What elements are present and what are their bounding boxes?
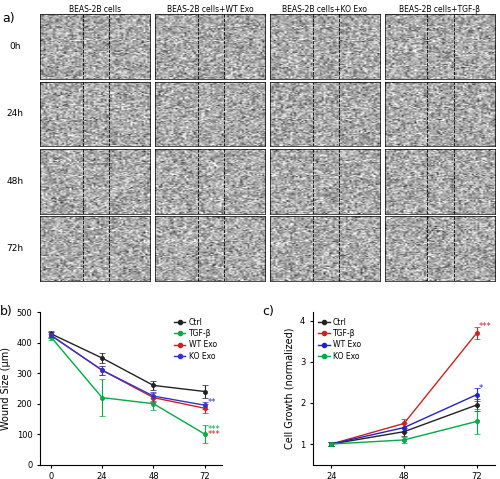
- Y-axis label: 72h: 72h: [6, 244, 24, 253]
- Legend: Ctrl, TGF-β, WT Exo, KO Exo: Ctrl, TGF-β, WT Exo, KO Exo: [172, 316, 218, 362]
- Text: ***: ***: [479, 322, 492, 331]
- Text: b): b): [0, 305, 12, 318]
- Legend: Ctrl, TGF-β, WT Exo, KO Exo: Ctrl, TGF-β, WT Exo, KO Exo: [317, 316, 362, 362]
- Text: a): a): [2, 12, 15, 25]
- Title: BEAS-2B cells+KO Exo: BEAS-2B cells+KO Exo: [282, 5, 368, 13]
- Title: BEAS-2B cells: BEAS-2B cells: [69, 5, 122, 13]
- Y-axis label: Cell Growth (normalized): Cell Growth (normalized): [284, 328, 294, 449]
- Title: BEAS-2B cells+WT Exo: BEAS-2B cells+WT Exo: [167, 5, 254, 13]
- Text: c): c): [262, 305, 274, 318]
- Text: ***: ***: [208, 430, 221, 439]
- Y-axis label: Wound Size (µm): Wound Size (µm): [1, 347, 11, 430]
- Text: **: **: [208, 398, 216, 407]
- Text: ***: ***: [208, 425, 221, 434]
- Y-axis label: 24h: 24h: [6, 110, 24, 118]
- Title: BEAS-2B cells+TGF-β: BEAS-2B cells+TGF-β: [400, 5, 480, 13]
- Y-axis label: 0h: 0h: [9, 42, 21, 51]
- Text: *: *: [479, 384, 484, 393]
- Y-axis label: 48h: 48h: [6, 177, 24, 186]
